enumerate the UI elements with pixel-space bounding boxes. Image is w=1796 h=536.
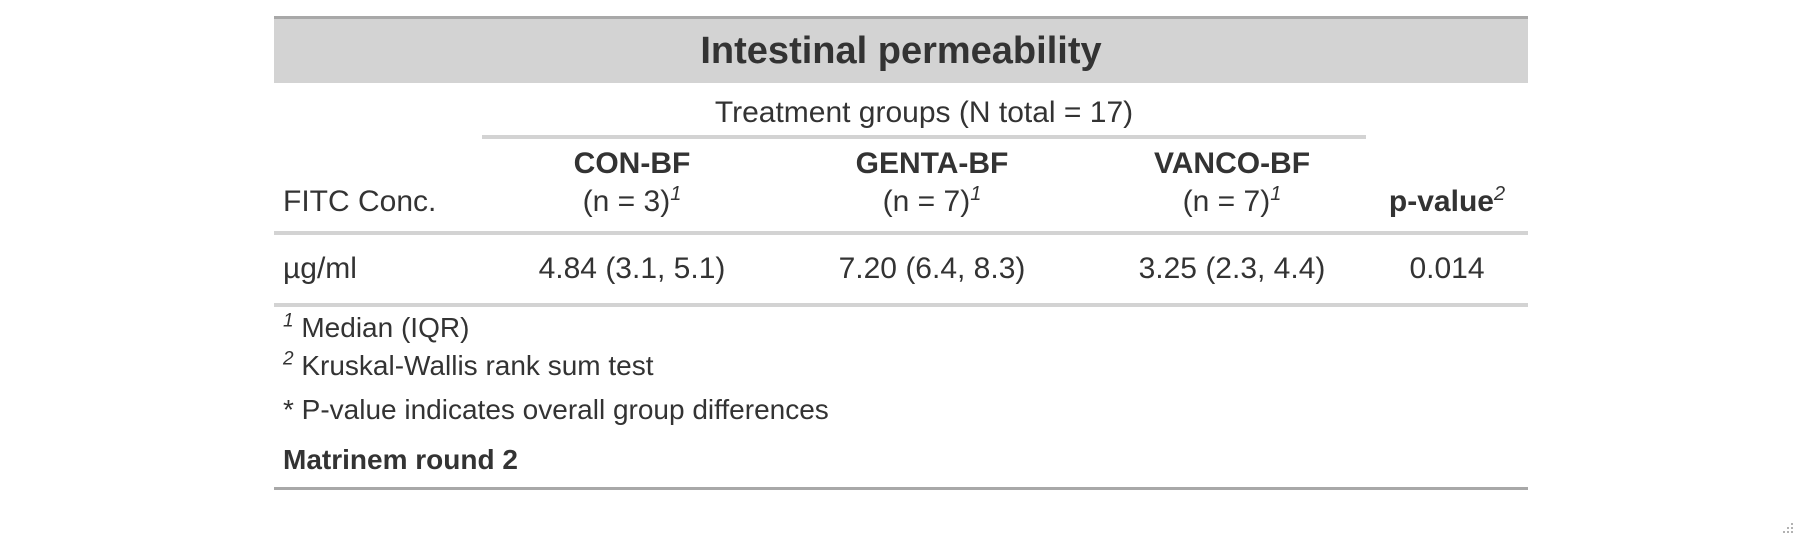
group-n-text: (n = 7) <box>882 185 971 218</box>
group-n-text: (n = 7) <box>1182 185 1271 218</box>
footnote-text: Median (IQR) <box>301 312 470 343</box>
footnote-mark: 1 <box>970 183 982 205</box>
spanner-row: Treatment groups (N total = 17) <box>274 83 1528 143</box>
cell-genta-bf: 7.20 (6.4, 8.3) <box>838 252 1026 285</box>
cell-vanco-bf: 3.25 (2.3, 4.4) <box>1138 252 1326 285</box>
stub-header: FITC Conc. <box>283 185 437 218</box>
cell-con-bf: 4.84 (3.1, 5.1) <box>538 252 726 285</box>
spanner-label: Treatment groups (N total = 17) <box>482 95 1366 139</box>
table-footnotes: 1 Median (IQR) 2 Kruskal-Wallis rank sum… <box>274 307 1528 490</box>
column-header-con-bf: CON-BF (n = 3)1 <box>482 145 782 221</box>
footnote-mark: 2 <box>1493 183 1506 205</box>
table-row: µg/ml 4.84 (3.1, 5.1) 7.20 (6.4, 8.3) 3.… <box>274 235 1528 307</box>
footnote-3: * P-value indicates overall group differ… <box>283 393 829 427</box>
footnote-mark: 1 <box>283 310 294 332</box>
table-title: Intestinal permeability <box>274 16 1528 83</box>
column-header-p-value: p-value2 <box>1366 183 1528 221</box>
group-n: (n = 7)1 <box>1082 183 1382 221</box>
group-n-text: (n = 3) <box>582 185 671 218</box>
summary-table: Intestinal permeability Treatment groups… <box>274 16 1528 490</box>
row-label: µg/ml <box>283 252 357 285</box>
p-value-label: p-value <box>1388 185 1494 218</box>
resize-grip-icon[interactable] <box>1780 520 1794 534</box>
column-header-genta-bf: GENTA-BF (n = 7)1 <box>782 145 1082 221</box>
footnote-mark: 1 <box>670 183 682 205</box>
footnote-mark: 1 <box>1270 183 1282 205</box>
footnote-1: 1 Median (IQR) <box>283 311 469 345</box>
group-n: (n = 7)1 <box>782 183 1082 221</box>
group-name: GENTA-BF <box>855 147 1009 180</box>
column-header-vanco-bf: VANCO-BF (n = 7)1 <box>1082 145 1382 221</box>
footnote-text: Kruskal-Wallis rank sum test <box>301 350 654 381</box>
source-note: Matrinem round 2 <box>283 444 518 475</box>
footnote-2: 2 Kruskal-Wallis rank sum test <box>283 349 654 383</box>
group-n: (n = 3)1 <box>482 183 782 221</box>
footnote-mark: 2 <box>283 348 294 370</box>
group-name: VANCO-BF <box>1153 147 1311 180</box>
group-name: CON-BF <box>573 147 691 180</box>
cell-p-value: 0.014 <box>1409 252 1485 285</box>
footnote-text: * P-value indicates overall group differ… <box>283 394 829 425</box>
column-header-row: FITC Conc. CON-BF (n = 3)1 GENTA-BF (n =… <box>274 143 1528 235</box>
